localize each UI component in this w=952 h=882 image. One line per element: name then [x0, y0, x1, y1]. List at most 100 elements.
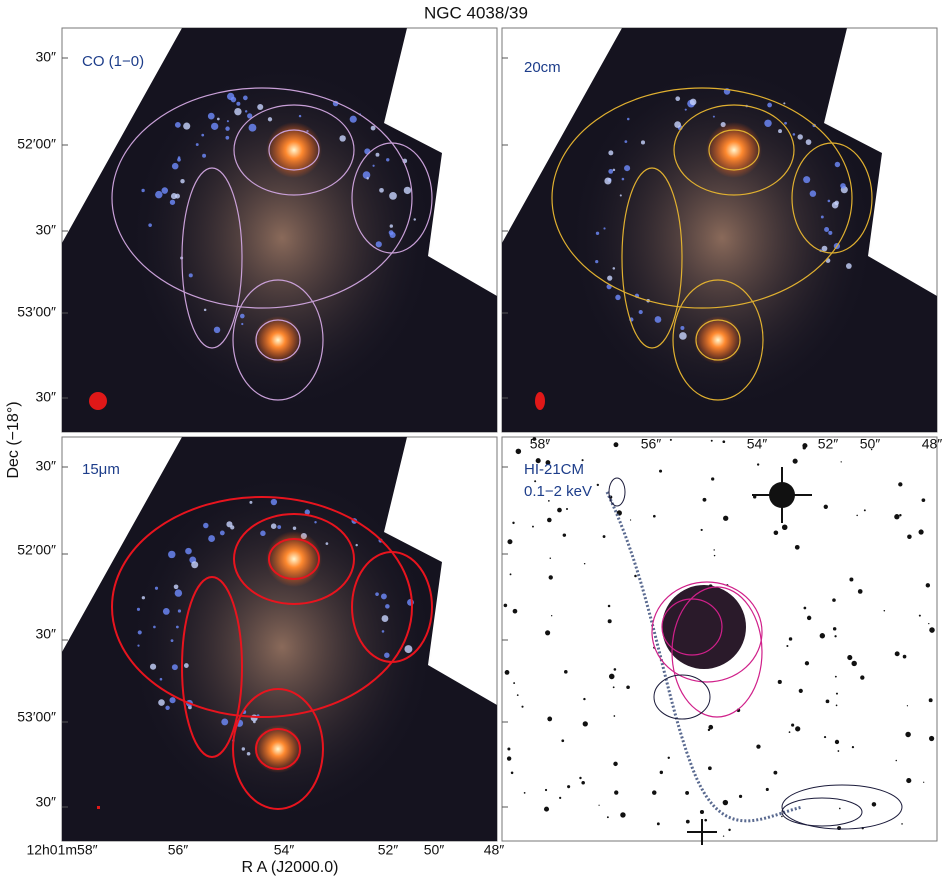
star-cluster: [251, 715, 258, 722]
star: [789, 637, 792, 640]
star-cluster: [371, 126, 376, 131]
star-cluster: [257, 104, 263, 110]
star-cluster: [174, 584, 179, 589]
star: [607, 816, 609, 818]
star: [824, 736, 826, 738]
star: [714, 555, 715, 556]
star-cluster: [679, 332, 687, 340]
star-cluster: [163, 608, 170, 615]
star-cluster: [372, 165, 374, 167]
star: [597, 484, 599, 486]
star: [901, 823, 903, 825]
star: [781, 816, 783, 818]
star-cluster: [379, 188, 384, 193]
x-tick-label: 58″: [530, 436, 551, 452]
star-cluster: [221, 718, 228, 725]
star: [505, 670, 510, 675]
star-cluster: [824, 227, 829, 232]
x-tick-label: 52″: [378, 842, 399, 858]
star-cluster: [846, 263, 852, 269]
star: [722, 440, 725, 443]
star-cluster: [641, 140, 645, 144]
star-cluster: [822, 246, 828, 252]
star-cluster: [226, 521, 232, 527]
star: [860, 675, 864, 679]
star: [551, 615, 552, 616]
star: [659, 470, 662, 473]
nucleus: [254, 725, 302, 773]
y-tick-label: 53′00″: [17, 304, 56, 320]
star: [713, 549, 714, 550]
star-cluster: [245, 110, 247, 112]
star: [793, 459, 798, 464]
star: [660, 771, 663, 774]
star-cluster: [806, 139, 812, 145]
star: [929, 736, 934, 741]
x-tick-label: 50″: [424, 842, 445, 858]
star-cluster: [271, 523, 277, 529]
star: [566, 508, 568, 510]
figure-title: NGC 4038/39: [424, 3, 528, 22]
star: [903, 655, 907, 659]
star-cluster: [191, 561, 198, 568]
star: [564, 670, 568, 674]
star: [561, 739, 564, 742]
star-cluster: [253, 721, 256, 724]
star: [583, 721, 588, 726]
star: [652, 790, 656, 794]
star: [766, 788, 769, 791]
star-cluster: [622, 178, 625, 181]
beam: [97, 806, 100, 809]
star: [557, 508, 562, 513]
star: [711, 440, 713, 442]
star: [549, 575, 553, 579]
star-cluster: [168, 551, 175, 558]
panel-label: 15μm: [82, 461, 120, 478]
star-cluster: [243, 96, 248, 101]
star: [510, 573, 512, 575]
star: [507, 539, 512, 544]
star: [826, 699, 830, 703]
x-tick-label: 56″: [168, 842, 189, 858]
star: [584, 563, 585, 564]
star: [804, 607, 807, 610]
star-cluster: [171, 639, 174, 642]
star-cluster: [604, 178, 611, 185]
star: [907, 705, 908, 706]
star: [723, 835, 724, 836]
y-tick-label: 52′00″: [17, 136, 56, 152]
star-cluster: [299, 115, 301, 117]
star-cluster: [185, 548, 192, 555]
panel: 20cm: [502, 28, 937, 432]
panel-label: 20cm: [524, 59, 561, 76]
star-cluster: [162, 187, 169, 194]
star-cluster: [260, 531, 265, 536]
star: [686, 820, 690, 824]
nucleus: [254, 316, 302, 364]
star-cluster: [175, 589, 182, 596]
star: [839, 808, 841, 810]
star-cluster: [184, 663, 189, 668]
star: [516, 449, 522, 455]
panel-sublabel: 0.1−2 keV: [524, 483, 592, 500]
star: [567, 785, 570, 788]
star-cluster: [236, 102, 240, 106]
star-cluster: [840, 183, 846, 189]
star-cluster: [389, 192, 397, 200]
star-cluster: [389, 230, 394, 235]
star-cluster: [655, 316, 662, 323]
star-cluster: [141, 189, 144, 192]
star-cluster: [314, 521, 316, 523]
star-cluster: [249, 501, 252, 504]
star-cluster: [783, 102, 785, 104]
star-cluster: [793, 133, 796, 136]
y-axis-label: Dec (−18°): [5, 401, 22, 478]
figure: NGC 4038/39 CO (1−0)20cm15μmHI-21CM0.1−2…: [0, 0, 952, 882]
star: [581, 781, 585, 785]
star-cluster: [171, 193, 177, 199]
star: [728, 829, 730, 831]
star: [517, 694, 519, 696]
star: [613, 686, 615, 688]
star: [836, 705, 838, 707]
